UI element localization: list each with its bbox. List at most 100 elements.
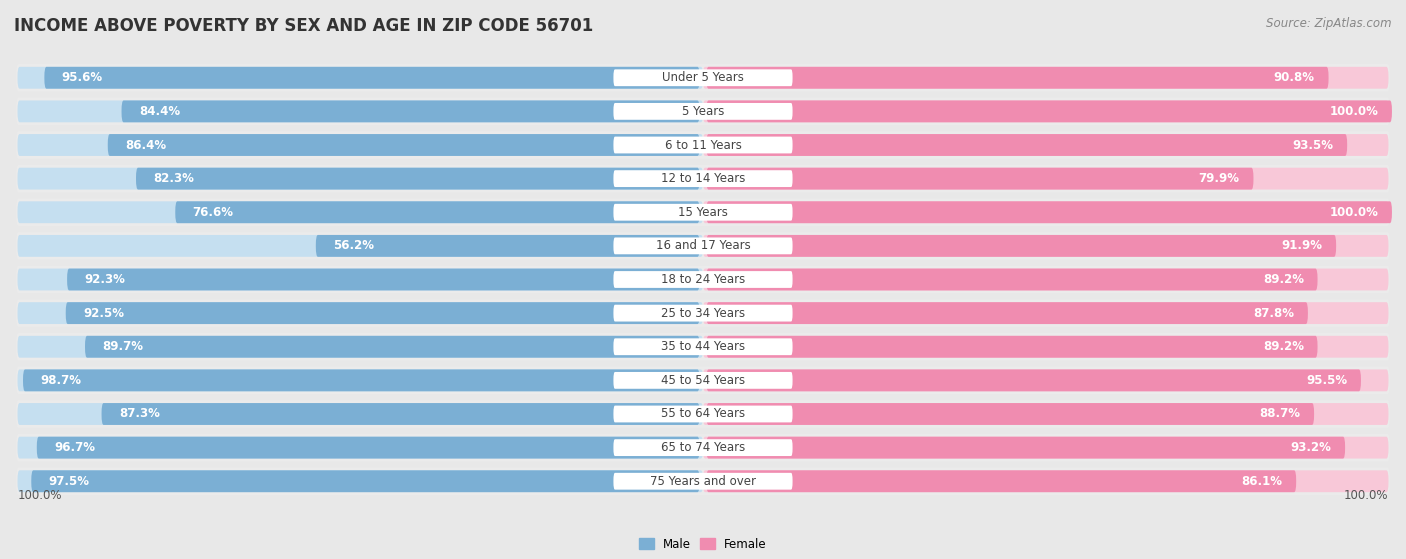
FancyBboxPatch shape xyxy=(613,271,793,288)
FancyBboxPatch shape xyxy=(15,467,1391,495)
FancyBboxPatch shape xyxy=(706,403,1315,425)
Text: 86.4%: 86.4% xyxy=(125,139,166,151)
FancyBboxPatch shape xyxy=(17,369,703,391)
Text: 100.0%: 100.0% xyxy=(1329,105,1378,118)
FancyBboxPatch shape xyxy=(31,470,700,492)
FancyBboxPatch shape xyxy=(613,305,793,321)
Text: 75 Years and over: 75 Years and over xyxy=(650,475,756,488)
FancyBboxPatch shape xyxy=(703,235,1389,257)
Text: 93.5%: 93.5% xyxy=(1292,139,1333,151)
Text: 100.0%: 100.0% xyxy=(17,489,62,502)
FancyBboxPatch shape xyxy=(613,372,793,389)
Text: 45 to 54 Years: 45 to 54 Years xyxy=(661,374,745,387)
Text: 90.8%: 90.8% xyxy=(1274,71,1315,84)
Text: 87.8%: 87.8% xyxy=(1253,307,1294,320)
FancyBboxPatch shape xyxy=(703,134,1389,156)
FancyBboxPatch shape xyxy=(17,201,703,223)
Text: 12 to 14 Years: 12 to 14 Years xyxy=(661,172,745,185)
FancyBboxPatch shape xyxy=(15,232,1391,260)
FancyBboxPatch shape xyxy=(17,470,703,492)
FancyBboxPatch shape xyxy=(703,302,1389,324)
FancyBboxPatch shape xyxy=(613,439,793,456)
Text: 89.2%: 89.2% xyxy=(1263,273,1303,286)
FancyBboxPatch shape xyxy=(37,437,700,458)
FancyBboxPatch shape xyxy=(15,64,1391,92)
FancyBboxPatch shape xyxy=(613,136,793,153)
Text: 92.3%: 92.3% xyxy=(84,273,125,286)
FancyBboxPatch shape xyxy=(703,403,1389,425)
Text: 93.2%: 93.2% xyxy=(1291,441,1331,454)
FancyBboxPatch shape xyxy=(703,101,1389,122)
FancyBboxPatch shape xyxy=(17,235,703,257)
FancyBboxPatch shape xyxy=(15,266,1391,293)
FancyBboxPatch shape xyxy=(17,268,703,291)
FancyBboxPatch shape xyxy=(17,67,703,89)
FancyBboxPatch shape xyxy=(706,470,1296,492)
Text: 95.5%: 95.5% xyxy=(1306,374,1347,387)
FancyBboxPatch shape xyxy=(706,336,1317,358)
Text: 15 Years: 15 Years xyxy=(678,206,728,219)
FancyBboxPatch shape xyxy=(15,198,1391,226)
FancyBboxPatch shape xyxy=(613,103,793,120)
Text: 100.0%: 100.0% xyxy=(1344,489,1389,502)
FancyBboxPatch shape xyxy=(706,369,1361,391)
FancyBboxPatch shape xyxy=(15,299,1391,327)
FancyBboxPatch shape xyxy=(17,134,703,156)
FancyBboxPatch shape xyxy=(316,235,700,257)
FancyBboxPatch shape xyxy=(67,268,700,291)
FancyBboxPatch shape xyxy=(108,134,700,156)
Text: 84.4%: 84.4% xyxy=(139,105,180,118)
FancyBboxPatch shape xyxy=(15,165,1391,192)
FancyBboxPatch shape xyxy=(17,168,703,190)
FancyBboxPatch shape xyxy=(15,434,1391,461)
FancyBboxPatch shape xyxy=(706,201,1392,223)
Text: 89.2%: 89.2% xyxy=(1263,340,1303,353)
FancyBboxPatch shape xyxy=(703,201,1389,223)
FancyBboxPatch shape xyxy=(706,101,1392,122)
Text: 82.3%: 82.3% xyxy=(153,172,194,185)
FancyBboxPatch shape xyxy=(703,470,1389,492)
FancyBboxPatch shape xyxy=(15,98,1391,125)
FancyBboxPatch shape xyxy=(613,204,793,221)
FancyBboxPatch shape xyxy=(613,238,793,254)
FancyBboxPatch shape xyxy=(703,268,1389,291)
FancyBboxPatch shape xyxy=(703,437,1389,458)
Text: 35 to 44 Years: 35 to 44 Years xyxy=(661,340,745,353)
Text: Source: ZipAtlas.com: Source: ZipAtlas.com xyxy=(1267,17,1392,30)
FancyBboxPatch shape xyxy=(121,101,700,122)
FancyBboxPatch shape xyxy=(613,406,793,423)
Text: 98.7%: 98.7% xyxy=(41,374,82,387)
FancyBboxPatch shape xyxy=(176,201,700,223)
Text: 86.1%: 86.1% xyxy=(1241,475,1282,488)
FancyBboxPatch shape xyxy=(17,403,703,425)
Text: Under 5 Years: Under 5 Years xyxy=(662,71,744,84)
FancyBboxPatch shape xyxy=(22,369,700,391)
FancyBboxPatch shape xyxy=(84,336,700,358)
FancyBboxPatch shape xyxy=(17,336,703,358)
Text: INCOME ABOVE POVERTY BY SEX AND AGE IN ZIP CODE 56701: INCOME ABOVE POVERTY BY SEX AND AGE IN Z… xyxy=(14,17,593,35)
FancyBboxPatch shape xyxy=(613,69,793,86)
Text: 92.5%: 92.5% xyxy=(83,307,124,320)
Text: 79.9%: 79.9% xyxy=(1199,172,1240,185)
FancyBboxPatch shape xyxy=(15,131,1391,159)
FancyBboxPatch shape xyxy=(706,168,1254,190)
Text: 6 to 11 Years: 6 to 11 Years xyxy=(665,139,741,151)
FancyBboxPatch shape xyxy=(706,235,1336,257)
Text: 87.3%: 87.3% xyxy=(118,408,160,420)
FancyBboxPatch shape xyxy=(706,437,1346,458)
FancyBboxPatch shape xyxy=(613,338,793,355)
Text: 56.2%: 56.2% xyxy=(333,239,374,252)
FancyBboxPatch shape xyxy=(703,67,1389,89)
Text: 18 to 24 Years: 18 to 24 Years xyxy=(661,273,745,286)
FancyBboxPatch shape xyxy=(703,336,1389,358)
Legend: Male, Female: Male, Female xyxy=(634,533,772,555)
FancyBboxPatch shape xyxy=(15,367,1391,394)
Text: 16 and 17 Years: 16 and 17 Years xyxy=(655,239,751,252)
Text: 100.0%: 100.0% xyxy=(1329,206,1378,219)
FancyBboxPatch shape xyxy=(17,302,703,324)
Text: 89.7%: 89.7% xyxy=(103,340,143,353)
FancyBboxPatch shape xyxy=(136,168,700,190)
Text: 97.5%: 97.5% xyxy=(48,475,90,488)
FancyBboxPatch shape xyxy=(703,369,1389,391)
FancyBboxPatch shape xyxy=(613,170,793,187)
